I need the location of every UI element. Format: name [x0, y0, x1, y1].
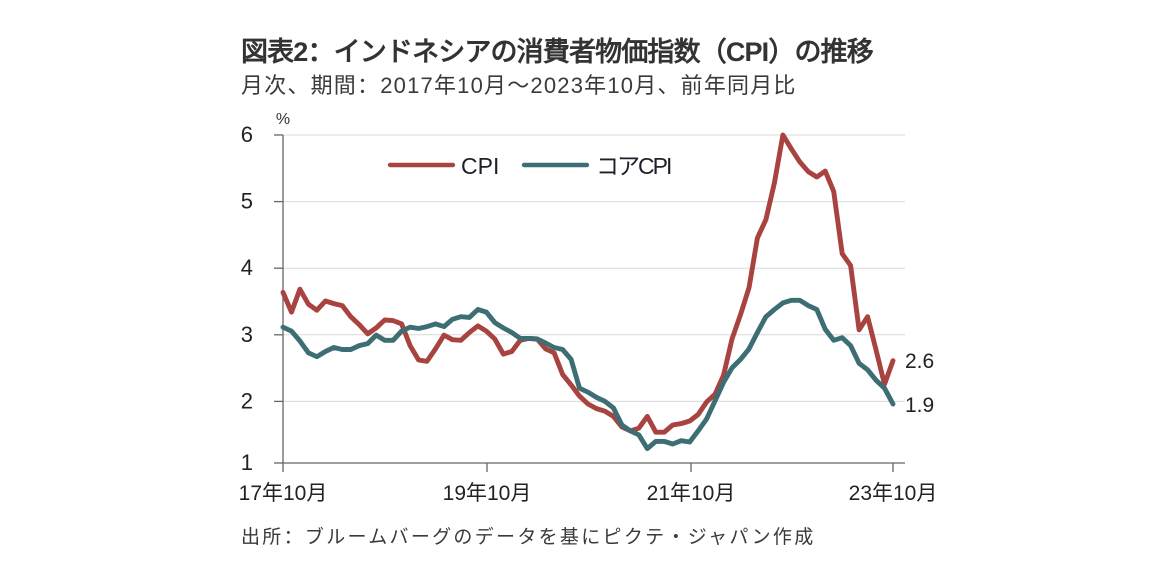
- svg-text:1: 1: [241, 450, 253, 475]
- svg-text:1.9: 1.9: [905, 394, 934, 417]
- svg-text:21年10月: 21年10月: [647, 482, 736, 505]
- svg-text:23年10月: 23年10月: [849, 482, 938, 505]
- svg-text:4: 4: [241, 255, 253, 280]
- svg-text:19年10月: 19年10月: [443, 482, 532, 505]
- svg-text:17年10月: 17年10月: [239, 482, 328, 505]
- svg-text:2.6: 2.6: [905, 350, 934, 373]
- svg-text:%: %: [276, 111, 290, 128]
- svg-text:5: 5: [241, 189, 253, 214]
- svg-text:6: 6: [241, 122, 253, 147]
- svg-text:3: 3: [241, 322, 253, 347]
- svg-text:CPI: CPI: [461, 153, 499, 179]
- svg-text:コアCPI: コアCPI: [596, 153, 671, 179]
- svg-text:2: 2: [241, 388, 253, 413]
